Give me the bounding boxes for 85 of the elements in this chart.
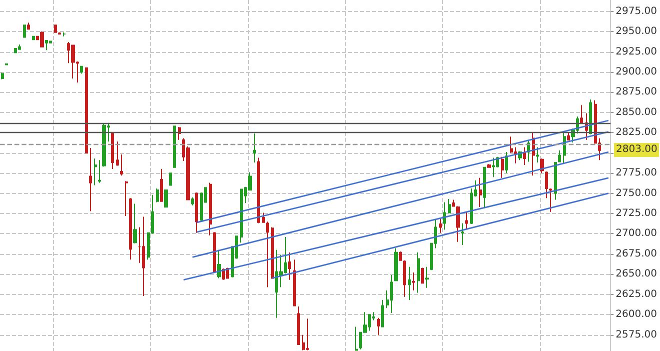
candlestick xyxy=(483,166,486,208)
candlestick xyxy=(306,318,309,351)
candlestick xyxy=(80,66,83,74)
candlestick xyxy=(71,44,75,79)
y-tick-label: 2925.00 xyxy=(616,46,658,58)
candlestick xyxy=(54,24,57,33)
candlestick xyxy=(257,157,260,224)
candlestick xyxy=(40,31,44,48)
y-tick-label: 2650.00 xyxy=(616,268,658,280)
candlestick xyxy=(23,24,26,38)
candlestick xyxy=(501,156,504,178)
y-tick-label: 2775.00 xyxy=(616,168,658,179)
y-tick-label: 2850.00 xyxy=(616,106,658,118)
y-tick-label: 2725.00 xyxy=(616,208,658,220)
candlestick xyxy=(456,206,460,242)
candlestick xyxy=(439,218,442,234)
candlestick xyxy=(355,326,358,351)
candlestick xyxy=(14,48,17,54)
candlestick xyxy=(479,177,482,208)
candlestick xyxy=(421,267,424,284)
candlestick xyxy=(98,160,101,184)
candlestick xyxy=(505,152,508,174)
y-tick-label: 2625.00 xyxy=(616,288,658,300)
candlestick xyxy=(390,274,393,314)
candlestick xyxy=(448,198,451,214)
candlestick xyxy=(377,317,380,336)
candlestick xyxy=(536,146,539,164)
y-tick-label: 2750.00 xyxy=(616,188,658,199)
candlestick xyxy=(425,266,429,288)
candlestick xyxy=(253,132,256,164)
candlestick xyxy=(293,259,296,306)
y-tick-label: 2950.00 xyxy=(616,26,658,38)
candlestick xyxy=(487,164,491,168)
candlestick xyxy=(465,211,468,230)
candlestick xyxy=(156,188,159,203)
candlestick xyxy=(195,192,198,234)
candlestick xyxy=(45,40,48,51)
candlestick xyxy=(191,196,194,206)
candlestick xyxy=(133,203,137,244)
candlestick xyxy=(102,123,106,168)
candlestick xyxy=(417,252,420,294)
candlestick xyxy=(89,148,92,212)
y-tick-label: 2825.00 xyxy=(616,127,658,138)
candlestick xyxy=(394,248,398,282)
candlestick xyxy=(125,180,128,216)
y-tick-label: 2900.00 xyxy=(616,66,658,78)
y-tick-label: 2875.00 xyxy=(616,86,658,98)
candlestick xyxy=(412,272,415,291)
text: 2803.00 xyxy=(614,143,660,158)
candlestick xyxy=(523,146,526,166)
candlestick xyxy=(213,232,216,274)
y-tick-label: 2600.00 xyxy=(616,309,658,320)
candlestick xyxy=(116,141,119,166)
y-tick-label: 2700.00 xyxy=(616,228,658,240)
candlestick xyxy=(492,157,495,178)
candlestick xyxy=(271,226,274,279)
candlestick xyxy=(580,104,583,124)
candlestick xyxy=(169,172,172,186)
candlestick xyxy=(443,202,446,230)
candlestick xyxy=(297,306,300,346)
candlestick xyxy=(381,300,384,328)
candlestick xyxy=(94,158,97,186)
y-tick-label: 2575.00 xyxy=(616,329,658,340)
candlestick xyxy=(452,199,455,207)
candlestick xyxy=(240,188,243,244)
y-tick-label: 2975.00 xyxy=(616,6,658,17)
candlestick xyxy=(27,22,30,30)
candlestick xyxy=(567,132,570,140)
candlestick xyxy=(85,67,88,154)
candlestick xyxy=(18,44,21,50)
candlestick xyxy=(160,168,163,202)
candlestick xyxy=(32,36,35,40)
candlestick xyxy=(461,222,464,246)
candlestick xyxy=(408,266,411,301)
candlestick xyxy=(563,132,566,164)
candlestick xyxy=(120,154,123,176)
candlestick xyxy=(173,126,176,168)
candlestick xyxy=(142,216,145,297)
candlestick xyxy=(288,252,291,280)
candlestick xyxy=(1,72,4,80)
y-tick-label: 2675.00 xyxy=(616,248,658,260)
candlestick xyxy=(164,190,168,208)
candlestick xyxy=(209,182,212,236)
candlestick xyxy=(129,198,132,260)
candlestick xyxy=(111,132,114,170)
